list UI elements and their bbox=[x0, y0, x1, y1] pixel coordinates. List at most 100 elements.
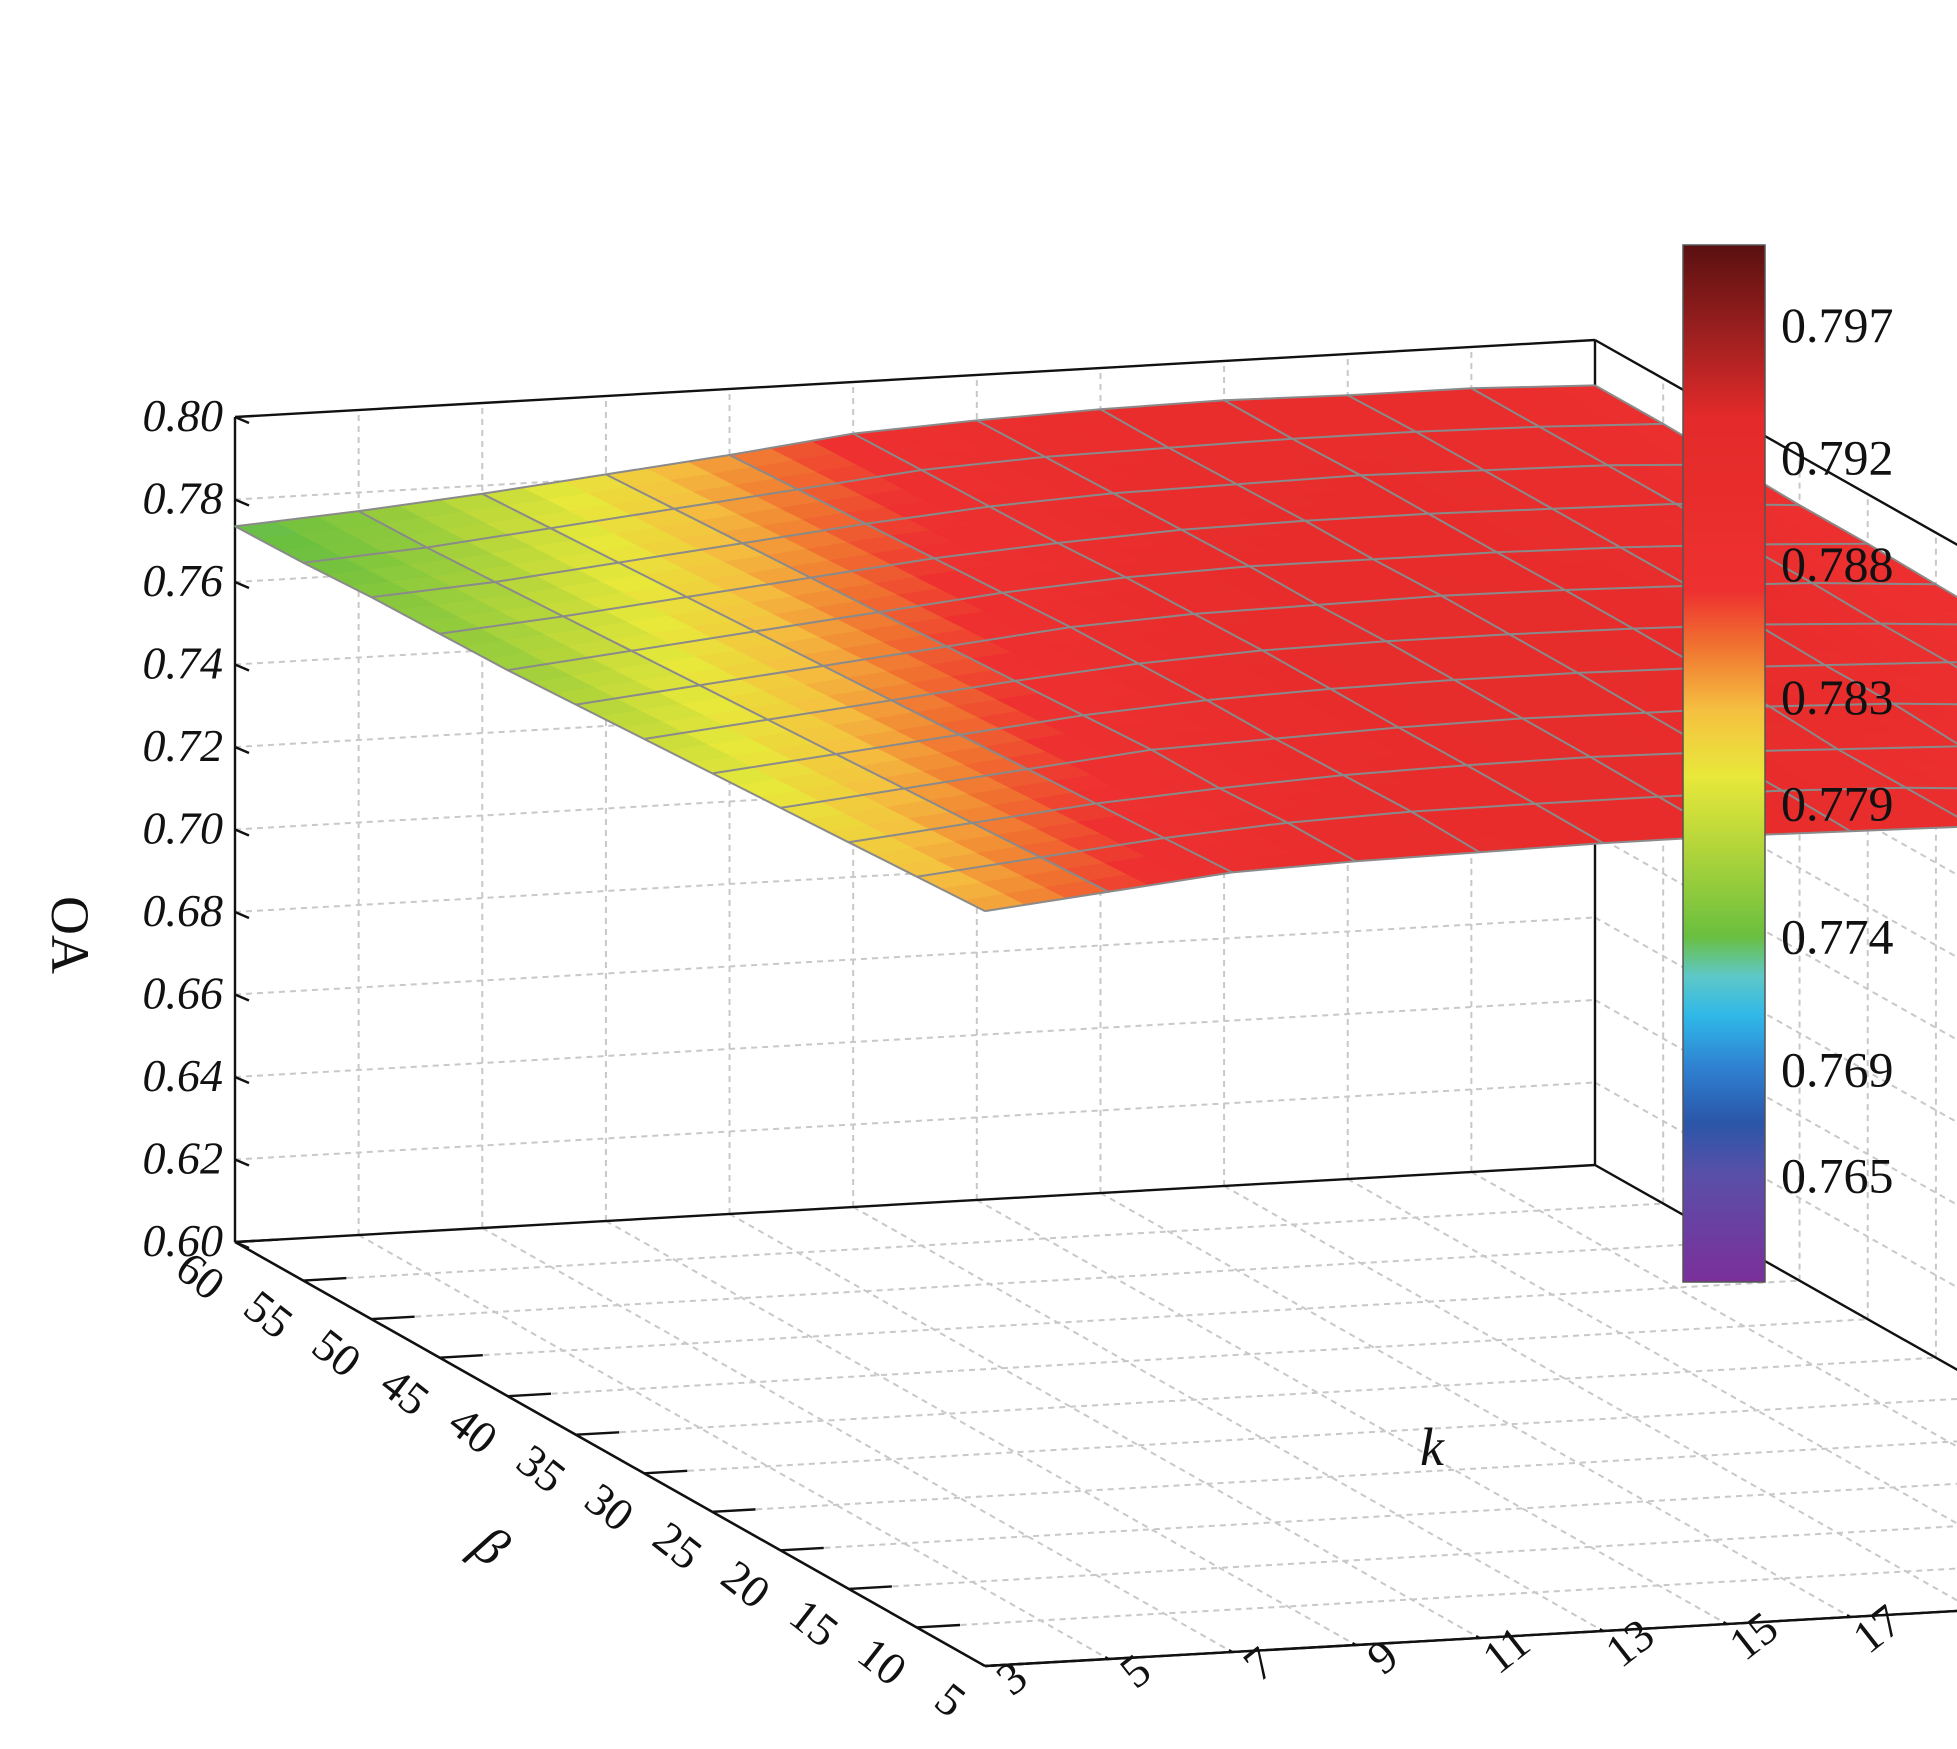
z-tick bbox=[234, 580, 250, 590]
floor-grid-line bbox=[371, 1241, 1732, 1321]
x-tick-label: 35 bbox=[508, 1434, 576, 1503]
x-tick-label: 25 bbox=[644, 1511, 712, 1580]
x-axis-title: β bbox=[461, 1513, 520, 1578]
y-tick bbox=[1351, 1642, 1357, 1647]
surface-mesh-line bbox=[234, 384, 1596, 528]
colorbar-label: 0.765 bbox=[1781, 1148, 1894, 1204]
oa-surface bbox=[233, 384, 1957, 913]
y-tick-label: 3 bbox=[987, 1651, 1037, 1705]
colorbar-label: 0.797 bbox=[1781, 297, 1894, 353]
x-tick-label: 50 bbox=[303, 1319, 371, 1388]
x-tick-label: 45 bbox=[371, 1357, 439, 1426]
frame-edge bbox=[234, 1163, 1596, 1244]
x-tick-label: 55 bbox=[235, 1280, 303, 1349]
z-tick bbox=[234, 910, 250, 920]
floor-grid-line bbox=[358, 1234, 1110, 1660]
z-tick-label: 0.68 bbox=[143, 885, 224, 936]
y-tick-label: 17 bbox=[1843, 1595, 1911, 1664]
surface-patch bbox=[1940, 760, 1957, 771]
surface-patch bbox=[1922, 774, 1957, 789]
floor-grid-line bbox=[605, 1220, 1357, 1646]
y-tick bbox=[1722, 1621, 1728, 1626]
frame-edge bbox=[984, 1609, 1957, 1668]
z-tick bbox=[234, 993, 250, 1002]
colorbar-gradient bbox=[1682, 244, 1766, 1283]
x-tick-label: 10 bbox=[849, 1627, 917, 1696]
surface-patch bbox=[1918, 745, 1957, 762]
floor-grid-line bbox=[1223, 1185, 1957, 1602]
colorbar-label: 0.792 bbox=[1781, 430, 1894, 486]
y-axis-title: k bbox=[1420, 1417, 1445, 1477]
z-tick bbox=[234, 415, 250, 425]
z-tick-label: 0.72 bbox=[143, 720, 224, 771]
surface-mesh-line bbox=[481, 492, 1233, 874]
z-axis-title: OA bbox=[40, 896, 100, 974]
colorbar: 0.797 0.792 0.788 0.783 0.779 0.774 0.769 0.765 bbox=[1682, 244, 1894, 1283]
x-tick bbox=[439, 1353, 483, 1359]
floor-grid-line bbox=[780, 1482, 1957, 1552]
floor-grid-line bbox=[481, 1227, 1233, 1653]
z-tick-label: 0.70 bbox=[143, 803, 224, 854]
floor-grid-line bbox=[1594, 1164, 1957, 1371]
y-tick-label: 9 bbox=[1358, 1630, 1408, 1684]
wall-grid-line bbox=[234, 916, 1596, 996]
x-tick bbox=[234, 1238, 279, 1244]
surface-mesh-line bbox=[916, 786, 1957, 878]
floor-grid-line bbox=[439, 1279, 1800, 1359]
surface-mesh-line bbox=[712, 661, 1957, 775]
front-edges bbox=[234, 1240, 1957, 1668]
floor-grid-line bbox=[729, 1213, 1481, 1639]
floor-grid-line bbox=[712, 1440, 1957, 1513]
surface-mesh-line bbox=[1223, 399, 1957, 818]
colorbar-label: 0.769 bbox=[1781, 1041, 1894, 1097]
surface-patch bbox=[1921, 623, 1957, 638]
surface-mesh-line bbox=[1470, 387, 1957, 669]
x-tick bbox=[984, 1662, 1029, 1668]
y-tick bbox=[1599, 1628, 1604, 1633]
frame-edge bbox=[234, 1240, 986, 1668]
wall-grid-line bbox=[234, 1081, 1596, 1161]
surface-mesh-line bbox=[729, 454, 1481, 854]
y-tick-label: 13 bbox=[1596, 1609, 1664, 1678]
surface-patch bbox=[1950, 690, 1957, 694]
x-tick bbox=[507, 1392, 552, 1398]
x-tick bbox=[780, 1546, 824, 1552]
y-tick-label: 5 bbox=[1110, 1644, 1160, 1698]
x-tick bbox=[916, 1623, 961, 1629]
x-tick-label: 30 bbox=[576, 1473, 644, 1542]
floor-grid-line bbox=[1470, 1171, 1957, 1448]
surface-mesh-line bbox=[848, 745, 1957, 844]
y-tick bbox=[1475, 1635, 1481, 1640]
surface-patch bbox=[1942, 636, 1957, 645]
surface-mesh-line bbox=[439, 502, 1800, 635]
surface-mesh-line bbox=[507, 542, 1868, 672]
z-tick bbox=[234, 498, 250, 507]
surface-mesh-line bbox=[984, 825, 1957, 913]
surface-mesh-line bbox=[852, 432, 1604, 844]
x-tick-label: 5 bbox=[926, 1673, 976, 1727]
y-tick bbox=[981, 1663, 986, 1668]
colorbar-label: 0.774 bbox=[1781, 908, 1894, 964]
z-tick bbox=[234, 1075, 250, 1085]
wall-grid-line bbox=[1594, 1081, 1957, 1289]
floor-grid-line bbox=[848, 1525, 1957, 1590]
y-tick bbox=[1104, 1656, 1110, 1661]
floor-grid-line bbox=[507, 1318, 1868, 1398]
surface-patch bbox=[1944, 787, 1957, 795]
x-tick bbox=[303, 1276, 347, 1282]
x-tick bbox=[848, 1585, 892, 1591]
z-tick-label: 0.64 bbox=[143, 1050, 224, 1101]
surface-patch bbox=[1928, 675, 1957, 692]
surface-mesh-line bbox=[643, 622, 1957, 740]
z-tick bbox=[234, 828, 250, 837]
floor-grid-line bbox=[976, 1199, 1728, 1625]
surface-mesh-line bbox=[605, 473, 1357, 863]
colorbar-label: 0.783 bbox=[1781, 669, 1894, 725]
x-tick-label: 20 bbox=[712, 1550, 780, 1619]
surface-patch bbox=[1932, 703, 1957, 719]
x-tick bbox=[712, 1508, 756, 1514]
surface-patch bbox=[1915, 596, 1957, 612]
floor-grid-line bbox=[303, 1202, 1664, 1282]
z-tick-label: 0.80 bbox=[143, 390, 224, 441]
